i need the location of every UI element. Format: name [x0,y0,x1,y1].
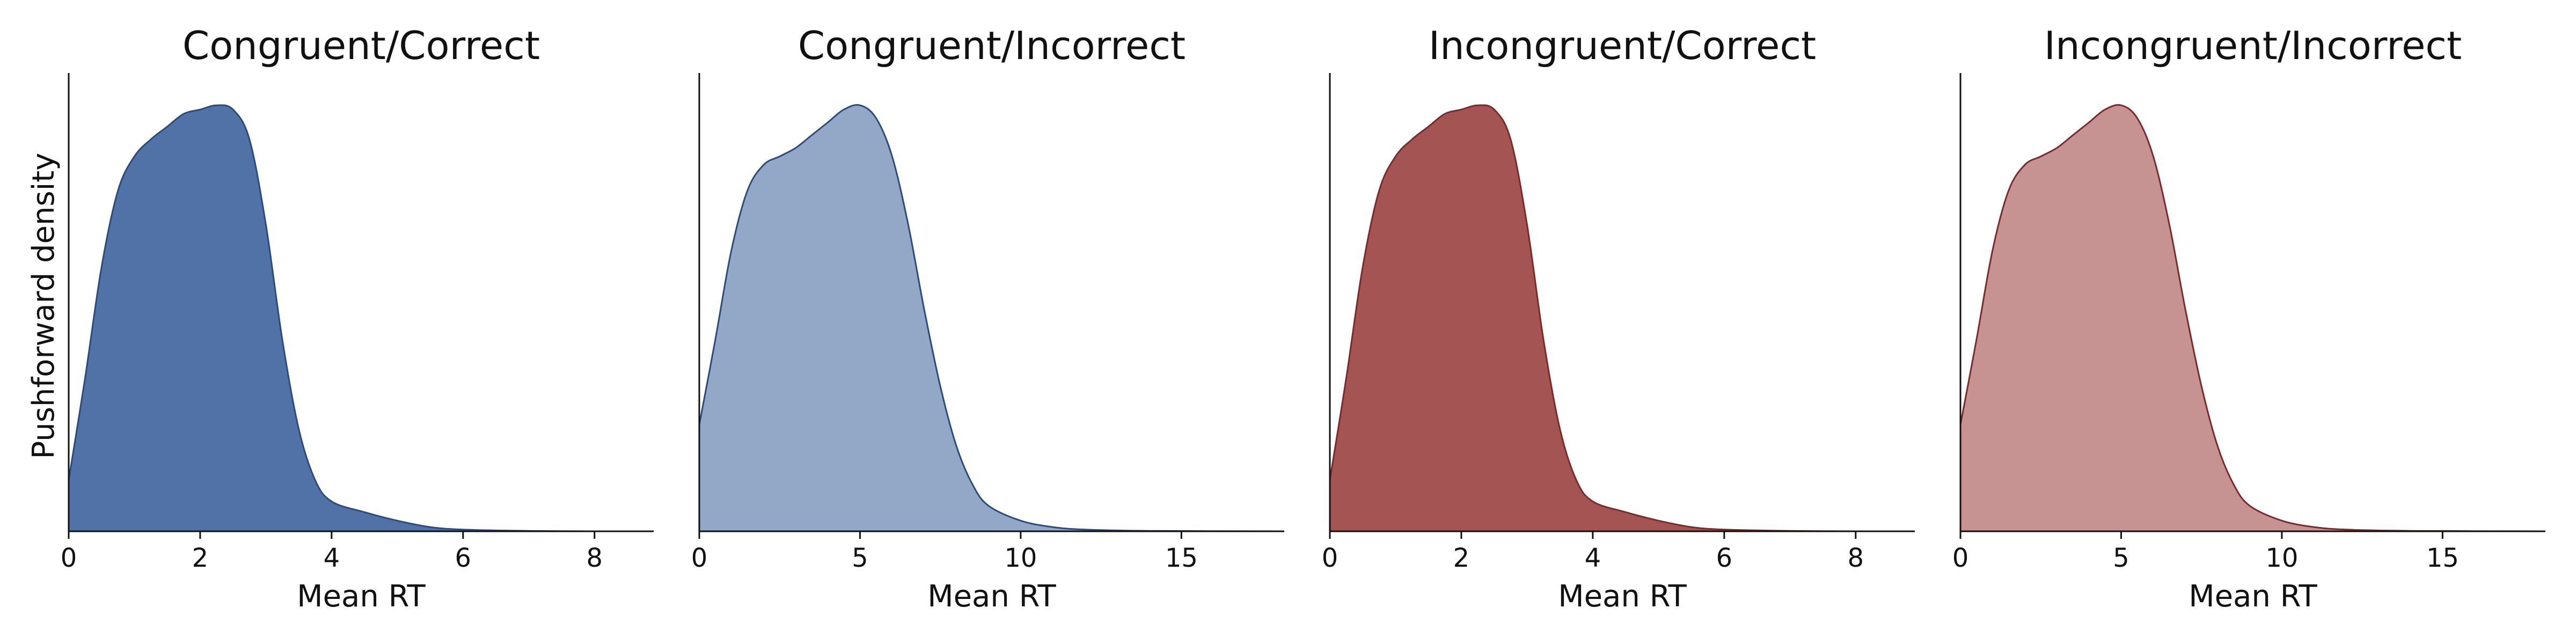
x-tick-label: 0 [691,543,708,573]
density-area [699,105,1284,532]
density-area [1330,105,1915,531]
density-area [69,105,654,531]
x-ticks: 0 2 4 6 8 [1322,531,1864,573]
panel-title: Congruent/Correct [182,23,540,68]
plot-area [698,73,1285,532]
x-tick-label: 10 [1004,543,1037,573]
density-curve [1329,104,1915,532]
x-ticks: 0 5 10 15 [691,531,1198,573]
x-axis-label: Mean RT [2189,579,2317,614]
panel-title: Incongruent/Correct [1429,23,1816,68]
x-tick-label: 15 [2426,543,2459,573]
plot-area [68,73,654,532]
plot-area [1959,73,2546,532]
x-axis-label: Mean RT [297,579,426,614]
x-tick-label: 4 [324,543,340,573]
x-tick-label: 10 [2265,543,2298,573]
panel-congruent-incorrect: Congruent/Incorrect 0 5 10 15 Mean RT [691,23,1285,614]
density-area [1960,105,2545,532]
x-tick-label: 15 [1165,543,1198,573]
x-tick-label: 8 [587,543,603,573]
density-curve [68,104,654,532]
x-tick-label: 6 [455,543,472,573]
x-tick-label: 4 [1585,543,1601,573]
x-tick-label: 0 [61,543,77,573]
panel-title: Incongruent/Incorrect [2044,23,2462,68]
x-tick-label: 2 [192,543,209,573]
panel-congruent-correct: Congruent/Correct 0 2 4 6 8 Mean RT [61,23,654,614]
panel-title: Congruent/Incorrect [798,23,1185,68]
density-curve [698,104,1285,532]
x-tick-label: 6 [1716,543,1733,573]
panel-incongruent-correct: Incongruent/Correct 0 2 4 6 8 Mean RT [1322,23,1915,614]
x-tick-label: 5 [852,543,868,573]
x-axis-label: Mean RT [927,579,1056,614]
x-tick-label: 2 [1453,543,1470,573]
x-tick-label: 0 [1952,543,1969,573]
y-axis-label: Pushforward density [26,153,61,459]
x-axis-label: Mean RT [1558,579,1687,614]
x-ticks: 0 5 10 15 [1952,531,2459,573]
x-tick-label: 0 [1322,543,1338,573]
plot-area [1329,73,1915,532]
density-curve [1959,104,2546,532]
panel-incongruent-incorrect: Incongruent/Incorrect 0 5 10 15 Mean RT [1952,23,2546,614]
x-tick-label: 5 [2113,543,2129,573]
x-ticks: 0 2 4 6 8 [61,531,603,573]
x-tick-label: 8 [1848,543,1864,573]
